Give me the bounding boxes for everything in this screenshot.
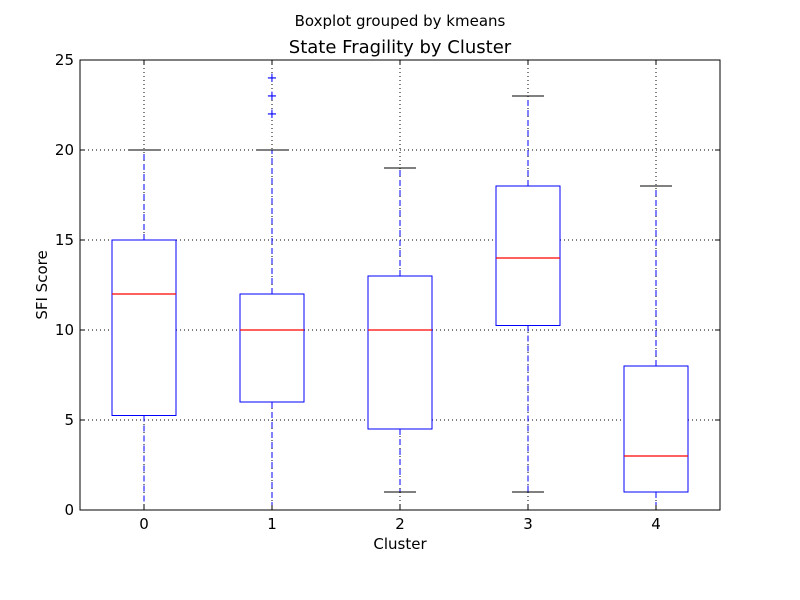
y-tick-label: 10 [55,321,74,339]
iqr-box [111,239,177,416]
outlier-marker: + [267,71,278,86]
tick-layer: 0 5 10 15 20 25 0 1 2 3 4 [55,51,720,533]
x-tick-label: 1 [267,515,277,533]
iqr-box [367,275,433,430]
outlier-marker: + [267,89,278,104]
iqr-box [495,185,561,326]
chart-suptitle: Boxplot grouped by kmeans [295,12,506,30]
x-tick-label: 2 [395,515,405,533]
chart-title: State Fragility by Cluster [289,37,512,58]
iqr-box [623,365,689,493]
y-axis-label: SFI Score [33,250,51,319]
box-group-2 [367,167,433,493]
box-group-0 [111,149,177,511]
x-tick-label: 4 [651,515,661,533]
box-group-3 [495,95,561,493]
y-tick-label: 20 [55,141,74,159]
x-axis-label: Cluster [373,535,427,553]
y-tick-label: 5 [64,411,74,429]
box-group-4 [623,185,689,511]
box-group-1: + + + [239,71,305,511]
iqr-box [239,293,305,403]
y-tick-label: 25 [55,51,74,69]
x-tick-label: 0 [139,515,149,533]
x-tick-label: 3 [523,515,533,533]
y-tick-label: 15 [55,231,74,249]
outlier-marker: + [267,107,278,122]
y-tick-label: 0 [64,501,74,519]
box-layer: + + + [111,71,689,511]
